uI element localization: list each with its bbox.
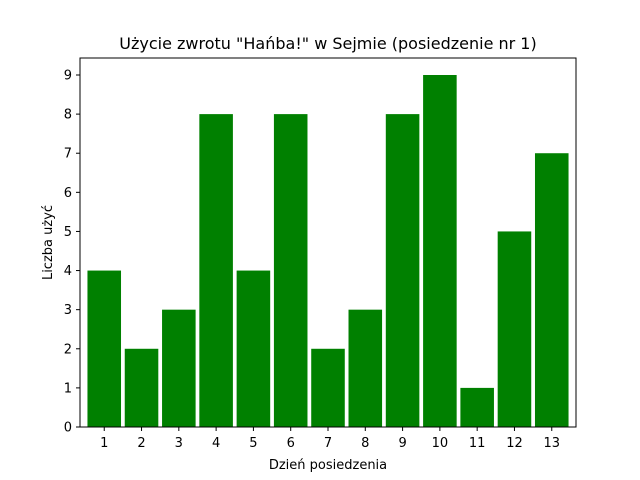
x-axis-ticks: 1 2 3 4 5 6 7 8 9 10 11 12 13	[100, 427, 560, 451]
x-tick-label: 5	[249, 436, 257, 451]
bar	[423, 75, 457, 427]
bar	[273, 114, 308, 428]
bar	[311, 348, 345, 427]
x-tick-label: 4	[212, 436, 220, 451]
x-tick-label: 12	[506, 436, 523, 451]
x-tick-label: 13	[543, 436, 560, 451]
bar	[460, 387, 494, 427]
bar	[348, 309, 383, 427]
x-tick-label: 7	[324, 436, 332, 451]
bar	[162, 309, 196, 427]
y-tick-label: 8	[64, 108, 72, 123]
y-tick-label: 4	[64, 264, 72, 279]
bar	[497, 231, 532, 427]
y-axis-ticks: 0 1 2 3 4 5 6 7 8 9	[64, 69, 80, 436]
plot-frame	[79, 57, 577, 428]
y-tick-label: 2	[64, 342, 72, 357]
y-tick-label: 0	[64, 421, 72, 436]
bars-group	[87, 75, 569, 428]
x-tick-label: 10	[432, 436, 449, 451]
y-tick-label: 7	[64, 147, 72, 162]
bar	[199, 114, 233, 428]
y-tick-label: 5	[64, 225, 72, 240]
x-tick-label: 2	[137, 436, 145, 451]
bar	[124, 348, 159, 427]
chart-title: Użycie zwrotu "Hańba!" w Sejmie (posiedz…	[119, 34, 536, 53]
x-tick-label: 3	[175, 436, 183, 451]
y-tick-label: 3	[64, 303, 72, 318]
bar	[87, 270, 122, 427]
x-tick-label: 6	[287, 436, 295, 451]
bar	[534, 153, 569, 427]
x-tick-label: 1	[100, 436, 108, 451]
x-tick-label: 11	[469, 436, 486, 451]
y-tick-label: 6	[64, 186, 72, 201]
y-tick-label: 9	[64, 69, 72, 84]
x-axis-label: Dzień posiedzenia	[269, 458, 387, 473]
y-tick-label: 1	[64, 381, 72, 396]
x-tick-label: 8	[361, 436, 369, 451]
x-tick-label: 9	[398, 436, 406, 451]
y-axis-label: Liczba użyć	[41, 205, 56, 280]
bar	[236, 270, 271, 427]
bar	[385, 114, 420, 428]
